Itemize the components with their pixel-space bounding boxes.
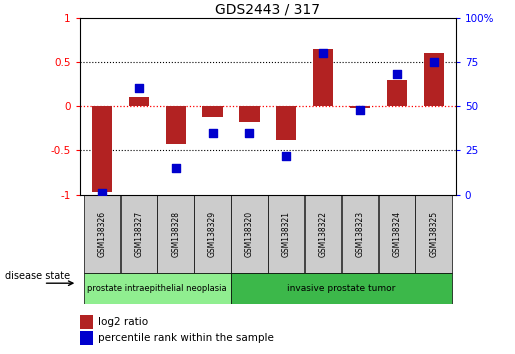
Bar <box>423 53 444 106</box>
Text: percentile rank within the sample: percentile rank within the sample <box>98 333 274 343</box>
Text: GSM138328: GSM138328 <box>171 211 180 257</box>
Bar <box>165 106 186 144</box>
Bar <box>268 195 304 273</box>
Bar <box>387 80 407 106</box>
Point <box>392 72 401 77</box>
Bar <box>231 195 268 273</box>
Text: GSM138324: GSM138324 <box>392 211 401 257</box>
Bar <box>379 195 415 273</box>
Point <box>98 190 106 196</box>
Point <box>135 86 143 91</box>
Text: disease state: disease state <box>5 271 70 281</box>
Bar <box>92 106 112 192</box>
Title: GDS2443 / 317: GDS2443 / 317 <box>215 2 320 17</box>
Text: GSM138322: GSM138322 <box>319 211 328 257</box>
Point <box>319 50 327 56</box>
Point <box>209 130 217 136</box>
Bar <box>202 106 222 117</box>
Bar <box>416 195 452 273</box>
Bar <box>239 106 260 122</box>
Text: GSM138320: GSM138320 <box>245 211 254 257</box>
Bar <box>84 273 231 304</box>
Bar <box>84 195 120 273</box>
Point <box>171 165 180 171</box>
Bar <box>276 106 296 140</box>
Bar <box>158 195 194 273</box>
Bar <box>341 195 378 273</box>
Text: GSM138325: GSM138325 <box>429 211 438 257</box>
Text: prostate intraepithelial neoplasia: prostate intraepithelial neoplasia <box>88 284 227 293</box>
Text: GSM138327: GSM138327 <box>134 211 143 257</box>
Point <box>356 107 364 113</box>
Bar <box>121 195 157 273</box>
Bar <box>231 273 452 304</box>
Text: GSM138329: GSM138329 <box>208 211 217 257</box>
Bar <box>313 49 333 106</box>
Bar <box>350 106 370 108</box>
Point <box>245 130 253 136</box>
Bar <box>194 195 231 273</box>
Text: GSM138326: GSM138326 <box>97 211 107 257</box>
Text: GSM138323: GSM138323 <box>355 211 365 257</box>
Point <box>282 153 290 159</box>
Point <box>430 59 438 65</box>
Text: invasive prostate tumor: invasive prostate tumor <box>287 284 396 293</box>
Bar <box>305 195 341 273</box>
Text: log2 ratio: log2 ratio <box>98 317 148 327</box>
Bar <box>129 97 149 106</box>
Text: GSM138321: GSM138321 <box>282 211 291 257</box>
